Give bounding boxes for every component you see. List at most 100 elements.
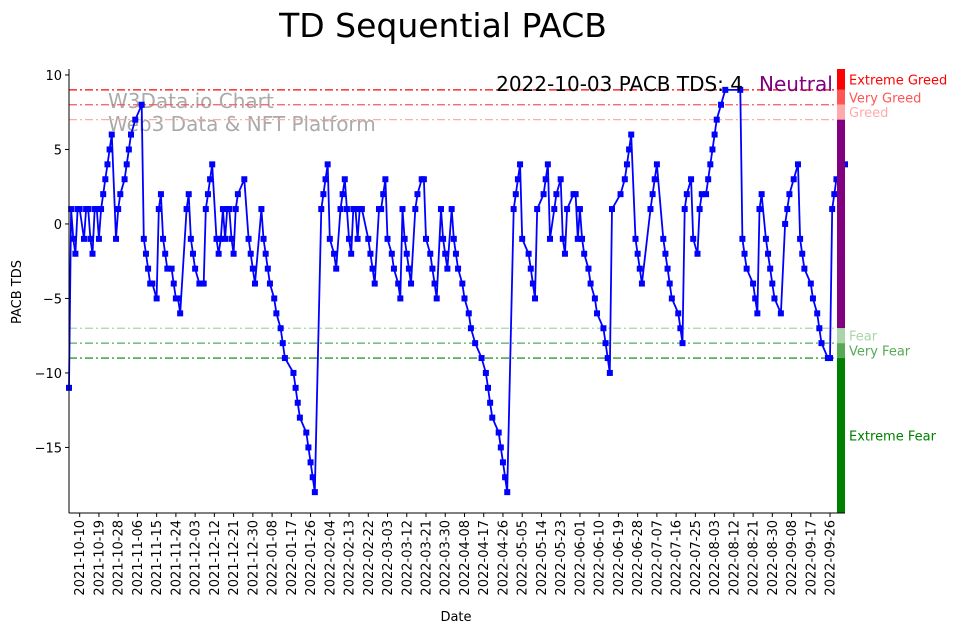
tds-data-point — [799, 250, 806, 257]
tds-data-point — [164, 265, 171, 272]
tds-data-point — [170, 280, 177, 287]
chart-title: TD Sequential PACB — [278, 6, 607, 45]
zone-band — [837, 119, 845, 329]
tds-data-point — [258, 206, 265, 213]
tds-data-point — [405, 265, 412, 272]
zone-band — [837, 104, 845, 120]
tds-data-point — [279, 340, 286, 347]
tds-data-point — [758, 191, 765, 198]
tds-data-point — [440, 235, 447, 242]
tds-data-point — [384, 235, 391, 242]
tds-data-point — [271, 295, 278, 302]
tds-data-point — [649, 191, 656, 198]
x-tick-label: 2022-03-12 — [400, 520, 415, 596]
x-tick-label: 2022-09-17 — [804, 520, 819, 596]
tds-data-point — [517, 161, 524, 168]
tds-data-point — [653, 161, 660, 168]
tds-data-point — [277, 325, 284, 332]
tds-data-point — [354, 235, 361, 242]
tds-data-point — [380, 191, 387, 198]
tds-data-point — [525, 250, 532, 257]
tds-data-point — [95, 235, 102, 242]
tds-data-point — [127, 131, 134, 138]
x-tick-label: 2022-09-26 — [824, 520, 839, 596]
tds-data-point — [433, 295, 440, 302]
tds-data-point — [113, 235, 120, 242]
tds-data-point — [814, 310, 821, 317]
tds-data-point — [260, 235, 267, 242]
tds-data-point — [478, 355, 485, 362]
tds-data-point — [207, 176, 214, 183]
tds-data-point — [106, 146, 113, 153]
tds-data-point — [390, 265, 397, 272]
tds-data-point — [829, 206, 836, 213]
tds-data-point — [690, 235, 697, 242]
tds-data-point — [102, 176, 109, 183]
x-tick-label: 2022-02-04 — [323, 520, 338, 596]
zone-band — [837, 343, 845, 359]
tds-data-point — [499, 459, 506, 466]
tds-data-point — [76, 206, 83, 213]
tds-data-point — [561, 250, 568, 257]
tds-data-point — [93, 206, 100, 213]
tds-data-point — [226, 206, 233, 213]
tds-data-point — [809, 295, 816, 302]
tds-data-point — [741, 250, 748, 257]
tds-data-point — [455, 265, 462, 272]
tds-data-point — [472, 340, 479, 347]
watermark-line-2: Web3 Data & NFT Platform — [108, 112, 376, 136]
tds-data-point — [98, 206, 105, 213]
x-tick-label: 2022-06-28 — [631, 520, 646, 596]
tds-data-point — [527, 265, 534, 272]
tds-data-point — [149, 280, 156, 287]
tds-data-point — [72, 250, 79, 257]
tds-data-point — [309, 474, 316, 481]
tds-data-point — [397, 295, 404, 302]
tds-data-point — [750, 280, 757, 287]
tds-data-point — [585, 265, 592, 272]
tds-data-point — [484, 384, 491, 391]
zone-band — [837, 328, 845, 344]
x-tick-label: 2022-04-26 — [496, 520, 511, 596]
tds-data-point — [264, 265, 271, 272]
x-tick-label: 2021-12-12 — [208, 520, 223, 596]
tds-data-point — [767, 265, 774, 272]
tds-data-point — [698, 191, 705, 198]
x-tick-label: 2022-03-21 — [420, 520, 435, 596]
zone-label: Fear — [849, 330, 878, 345]
tds-data-point — [196, 280, 203, 287]
tds-data-point — [591, 295, 598, 302]
tds-data-point — [423, 235, 430, 242]
tds-data-point — [324, 161, 331, 168]
tds-data-point — [213, 235, 220, 242]
tds-data-point — [219, 206, 226, 213]
tds-data-point — [320, 191, 327, 198]
tds-data-point — [594, 310, 601, 317]
tds-data-point — [378, 206, 385, 213]
tds-data-point — [688, 176, 695, 183]
tds-data-point — [709, 146, 716, 153]
tds-data-point — [502, 474, 509, 481]
tds-data-point — [557, 176, 564, 183]
tds-data-point — [367, 250, 374, 257]
x-tick-label: 2021-11-06 — [131, 520, 146, 596]
tds-data-point — [683, 191, 690, 198]
tds-data-point — [737, 86, 744, 93]
x-tick-label: 2021-11-15 — [150, 520, 165, 596]
tds-data-point — [333, 265, 340, 272]
tds-data-point — [816, 325, 823, 332]
tds-data-point — [348, 250, 355, 257]
tds-series-line — [68, 89, 846, 493]
tds-data-point — [600, 325, 607, 332]
tds-data-point — [266, 280, 273, 287]
tds-data-point — [677, 325, 684, 332]
tds-data-point — [420, 176, 427, 183]
tds-data-point — [138, 101, 145, 108]
x-tick-label: 2022-03-03 — [381, 520, 396, 596]
tds-data-point — [465, 310, 472, 317]
tds-data-point — [666, 280, 673, 287]
x-tick-label: 2022-08-30 — [766, 520, 781, 596]
x-tick-label: 2022-03-30 — [439, 520, 454, 596]
x-tick-label: 2021-10-10 — [73, 520, 88, 596]
tds-data-point — [579, 235, 586, 242]
